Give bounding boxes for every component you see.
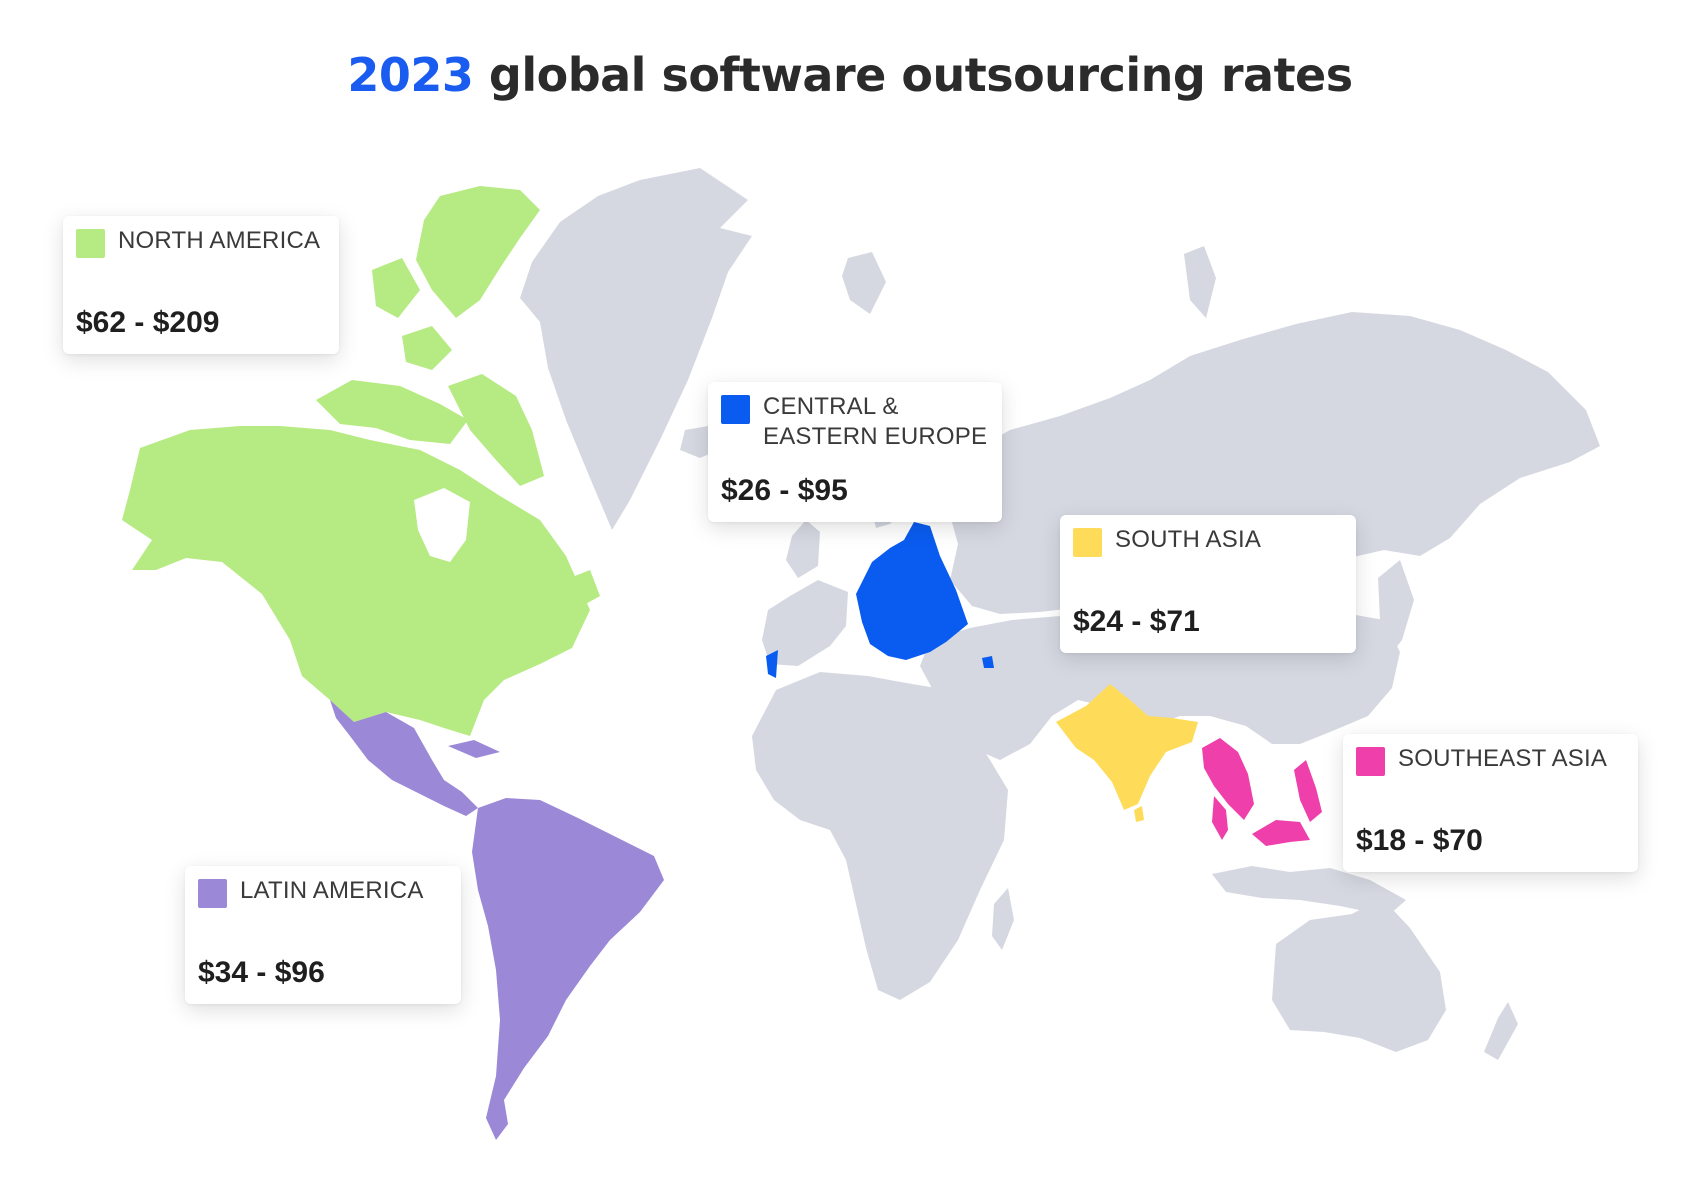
indochina [1202,738,1254,820]
hudson-bay [414,488,470,562]
south-asia-swatch [1073,528,1102,557]
greenland [520,168,752,530]
cuba [448,740,500,758]
north-america-swatch [76,229,105,258]
central-eastern-europe-rate: $26 - $95 [721,474,848,507]
southeast-asia-swatch [1356,747,1385,776]
title-text: global software outsourcing rates [488,48,1353,102]
cee-mainland [856,522,968,660]
georgia-dot [982,656,994,668]
south-america [472,798,664,1140]
australia [1272,898,1446,1052]
south-asia-label: SOUTH ASIA [1115,526,1262,553]
madagascar [992,888,1014,950]
mexico-central-america [330,700,478,816]
latin-america-swatch [198,879,227,908]
sri-lanka [1134,806,1144,822]
legend-card-south-asia: SOUTH ASIA $24 - $71 [1060,515,1356,653]
region-north-america [122,186,600,736]
new-zealand [1484,1002,1518,1060]
philippines [1294,760,1322,822]
title-year: 2023 [347,48,474,102]
legend-card-central-eastern-europe: CENTRAL & EASTERN EUROPE $26 - $95 [708,382,1002,522]
malay-peninsula [1212,796,1228,840]
south-asia-rate: $24 - $71 [1073,605,1200,638]
central-eastern-europe-swatch [721,395,750,424]
novaya-zemlya [1184,246,1216,318]
india [1056,684,1198,810]
north-america-label: NORTH AMERICA [118,227,321,254]
baffin-island [448,374,544,486]
latin-america-label: LATIN AMERICA [240,877,424,904]
southeast-asia-label: SOUTHEAST ASIA [1398,745,1608,772]
map-title: 2023 global software outsourcing rates [0,48,1700,102]
southeast-asia-rate: $18 - $70 [1356,824,1483,857]
north-america-rate: $62 - $209 [76,306,220,339]
canadian-arctic [316,380,468,444]
legend-card-southeast-asia: SOUTHEAST ASIA $18 - $70 [1343,734,1638,872]
region-south-asia [1056,684,1198,822]
africa [752,672,1008,1000]
ellesmere [416,186,540,318]
central-eastern-europe-label: CENTRAL & EASTERN EUROPE [763,393,988,450]
region-central-eastern-europe [766,522,994,678]
region-southeast-asia [1202,738,1322,846]
british-isles [786,520,820,578]
svalbard [842,252,886,314]
portugal [766,650,778,678]
arctic-islands-2 [372,258,420,318]
western-europe [762,580,848,666]
japan [1370,560,1414,664]
region-latin-america [330,700,664,1140]
north-america-mainland [122,426,590,736]
legend-card-north-america: NORTH AMERICA $62 - $209 [63,216,339,354]
borneo-indonesia [1252,820,1310,846]
latin-america-rate: $34 - $96 [198,956,325,989]
indonesia [1212,866,1406,916]
arctic-islands-3 [402,326,452,370]
legend-card-latin-america: LATIN AMERICA $34 - $96 [185,866,461,1004]
newfoundland [570,570,600,606]
